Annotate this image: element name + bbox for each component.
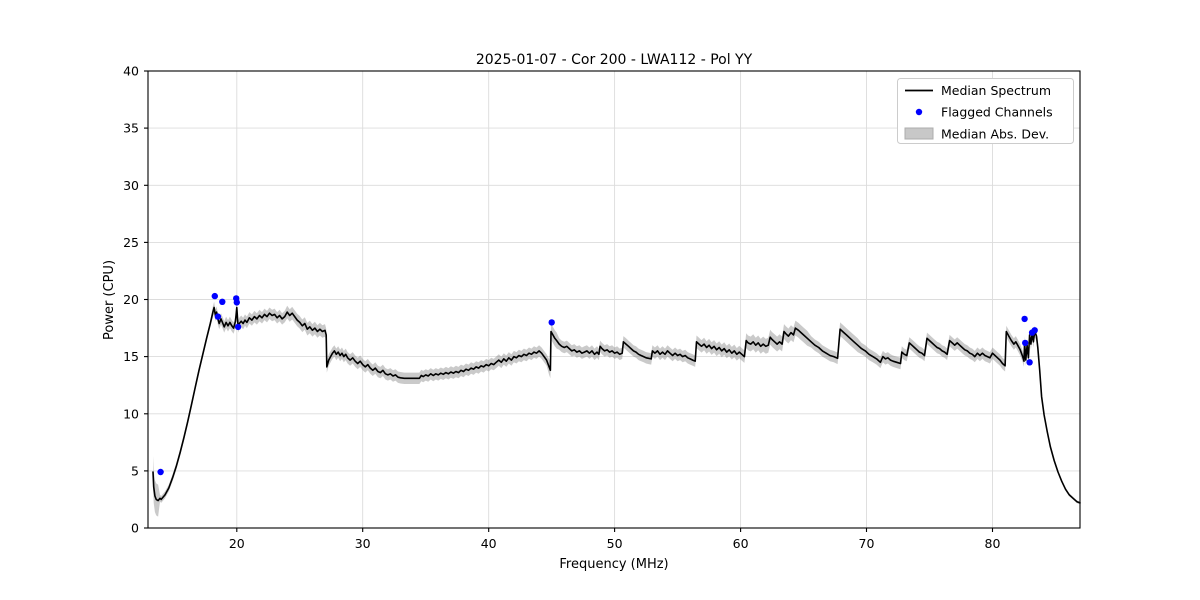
grid-lines [148, 70, 1080, 529]
y-tick-label: 30 [123, 178, 139, 193]
x-tick-label: 80 [985, 536, 1001, 551]
y-tick-label: 0 [131, 521, 139, 536]
y-axis-label: Power (CPU) [102, 260, 117, 340]
mad-band [153, 301, 1080, 517]
y-tick-label: 5 [131, 463, 139, 478]
chart-title: 2025-01-07 - Cor 200 - LWA112 - Pol YY [476, 52, 753, 68]
y-tick-label: 20 [123, 292, 139, 307]
x-tick-label: 20 [229, 536, 245, 551]
y-tick-label: 15 [123, 349, 139, 364]
y-tick-label: 25 [123, 235, 139, 250]
y-tick-label: 40 [123, 64, 139, 79]
legend-label-median-abs-dev: Median Abs. Dev. [941, 127, 1049, 142]
legend-label-median-spectrum: Median Spectrum [941, 83, 1051, 98]
legend-marker-sample [915, 108, 923, 116]
legend-label-flagged-channels: Flagged Channels [941, 105, 1053, 120]
flagged-channels-points [157, 292, 1038, 476]
x-tick-label: 70 [859, 536, 875, 551]
x-tick-label: 40 [481, 536, 497, 551]
x-tick-label: 30 [355, 536, 371, 551]
y-tick-label: 10 [123, 406, 139, 421]
legend-patch-sample [904, 127, 934, 140]
x-tick-label: 50 [607, 536, 623, 551]
legend: Median Spectrum Flagged Channels Median … [897, 78, 1074, 144]
axes: 20 30 40 50 60 70 80 0 5 10 15 20 25 30 35 40 [123, 64, 1081, 551]
x-tick-label: 60 [733, 536, 749, 551]
x-axis-label: Frequency (MHz) [559, 557, 668, 572]
y-tick-label: 35 [123, 121, 139, 136]
legend-box [897, 78, 1074, 144]
median-spectrum-line [152, 306, 1081, 504]
